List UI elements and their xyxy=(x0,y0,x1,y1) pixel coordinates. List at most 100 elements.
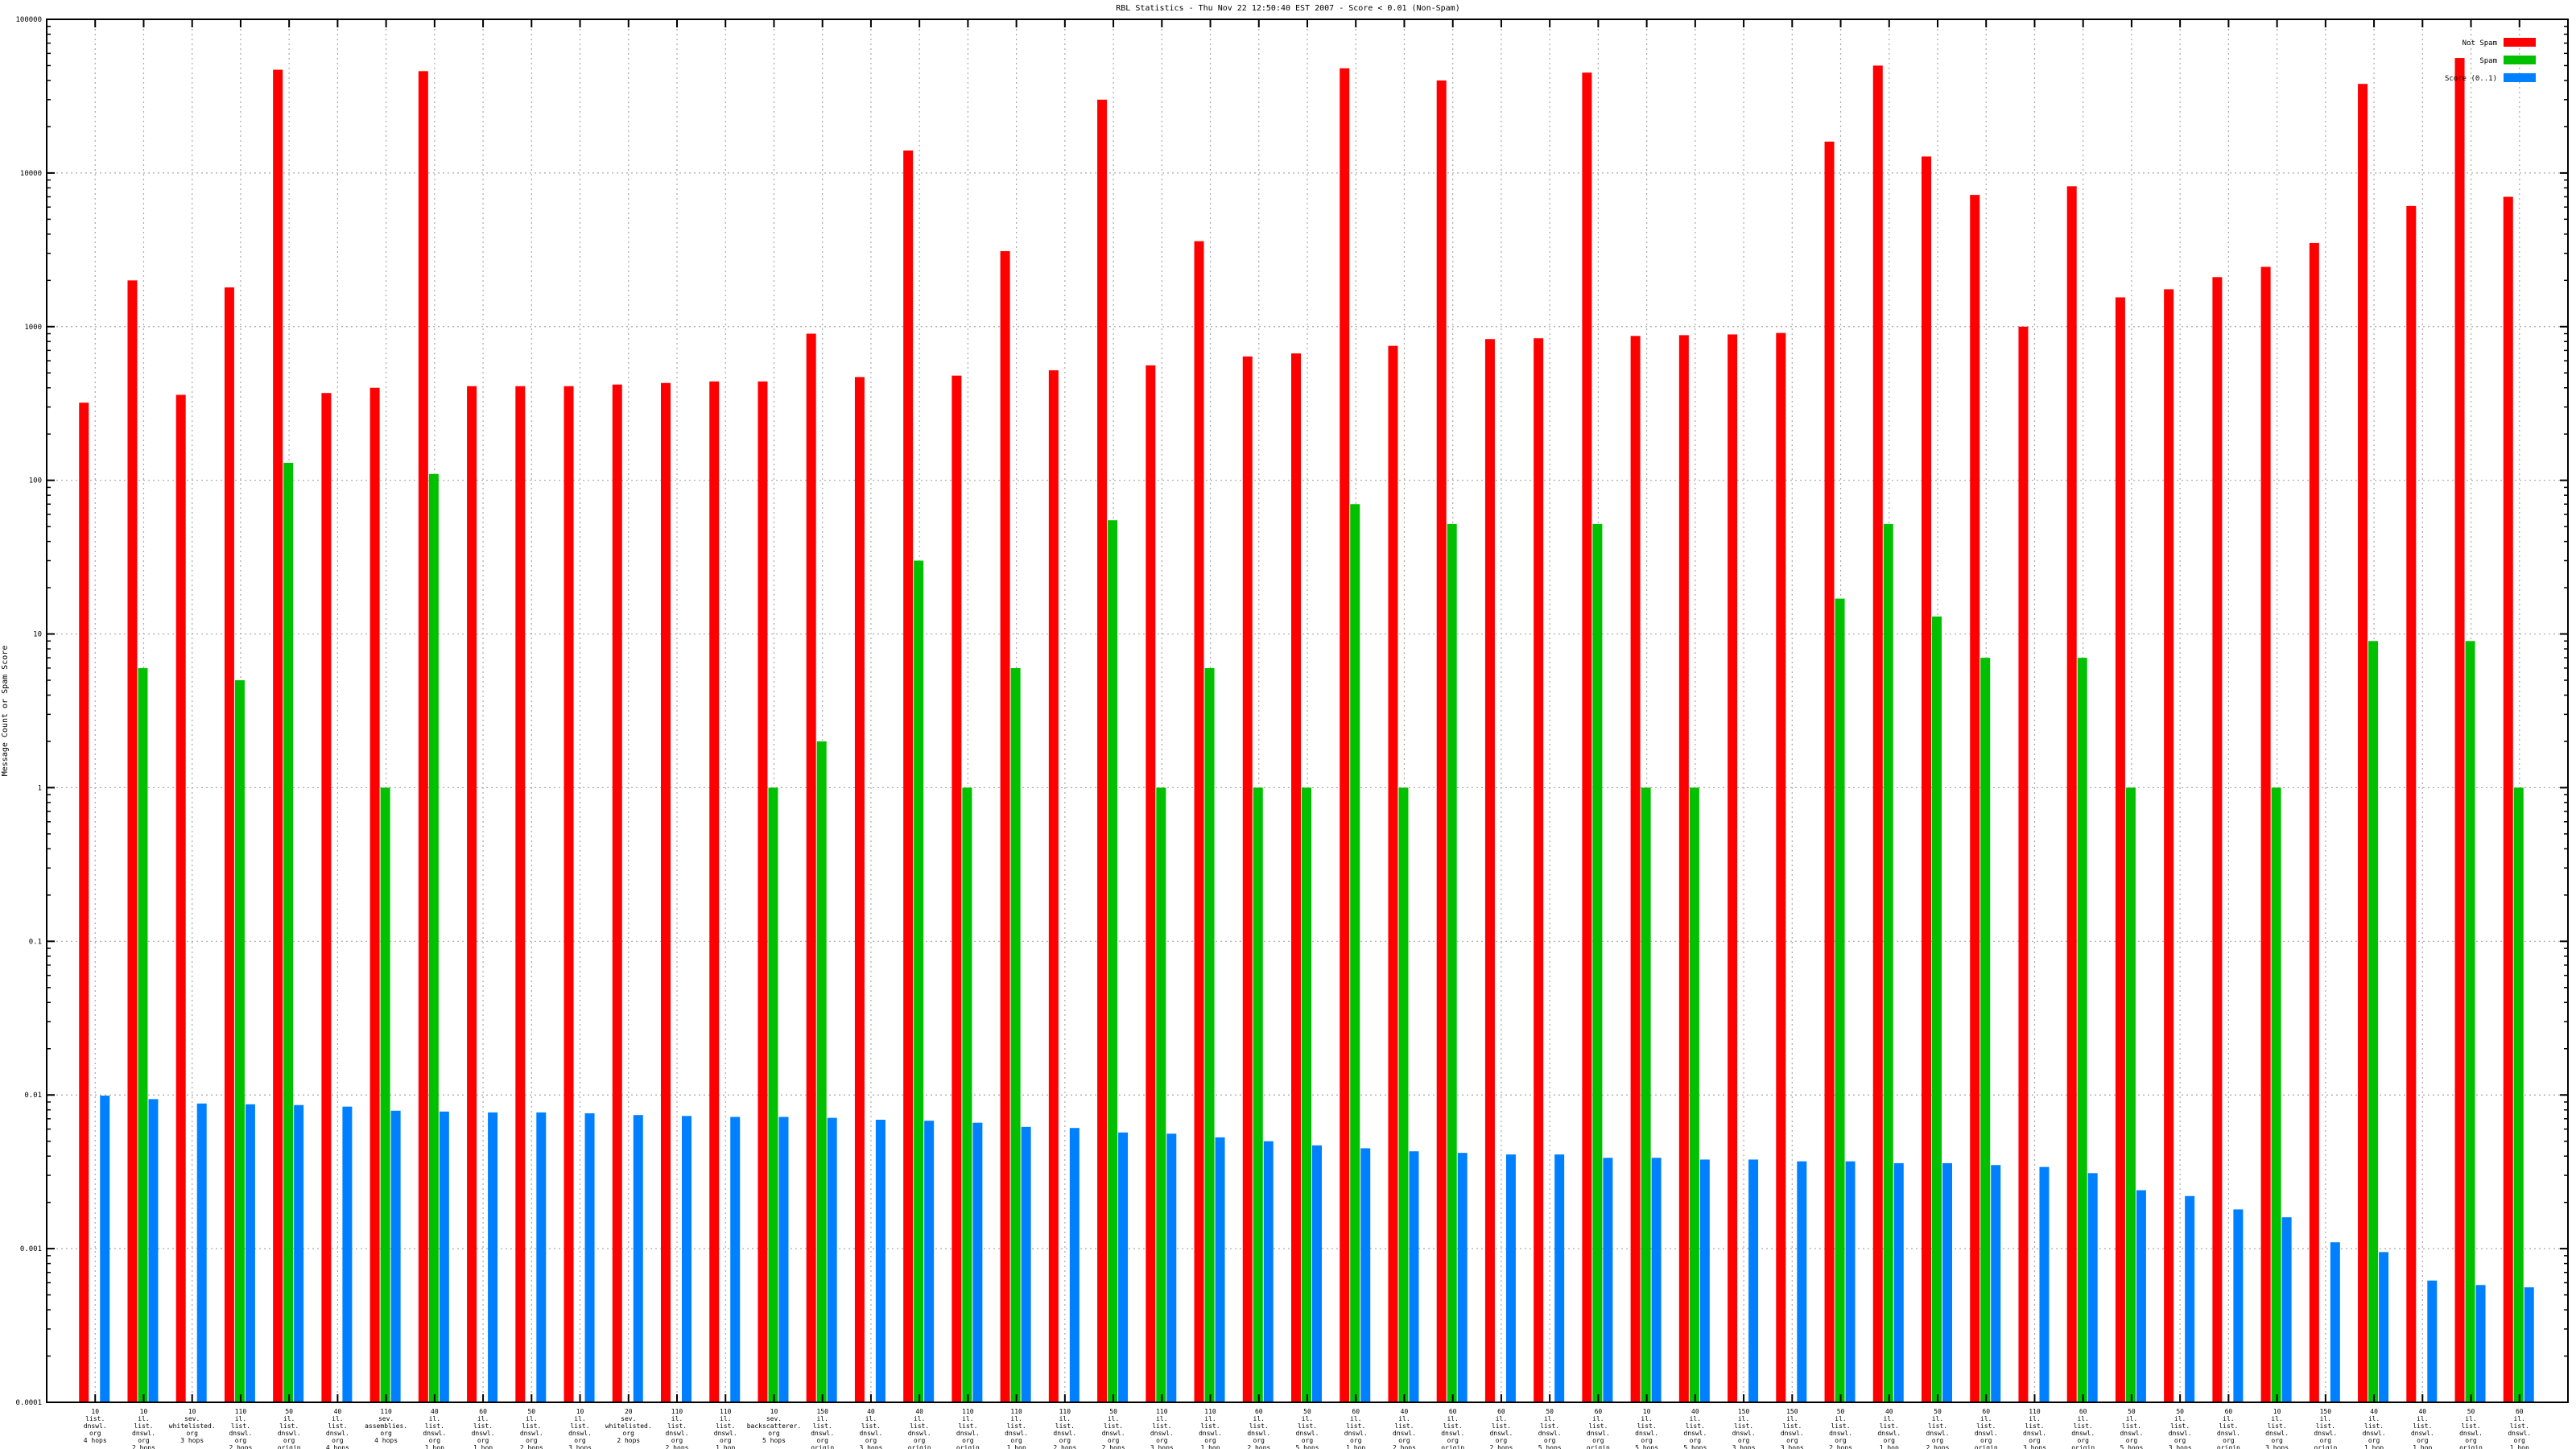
x-tick-label-line: il. xyxy=(1980,1415,1992,1422)
x-tick-label-line: dnswl. xyxy=(666,1430,689,1437)
x-tick-label-line: backscatterer. xyxy=(747,1422,801,1430)
x-tick-label-line: 50 xyxy=(1934,1408,1942,1415)
x-tick-label: 60 il. list. dnswl. org origin xyxy=(2071,1408,2095,1449)
bar-not-spam xyxy=(854,377,865,1403)
x-tick-label-line: 60 xyxy=(2516,1408,2524,1415)
x-tick-label-line: 1 hop xyxy=(2510,1444,2529,1449)
x-tick-label-line: list. xyxy=(1686,1422,1705,1430)
x-tick-label: 40 il. list. dnswl. org 1 hop xyxy=(1877,1408,1901,1449)
legend: Not Spam Spam Score (0..1) xyxy=(2445,38,2536,83)
bar-spam xyxy=(1350,504,1360,1402)
x-tick-label: 10 sev. whitelisted. org 3 hops xyxy=(169,1408,216,1444)
x-tick-label-line: 3 hops xyxy=(2169,1444,2192,1449)
x-tick-label-line: 60 xyxy=(1449,1408,1457,1415)
legend-swatch xyxy=(2504,73,2536,82)
x-tick-label-line: list. xyxy=(861,1422,881,1430)
x-tick-label-line: 110 xyxy=(1204,1408,1216,1415)
x-tick-label-line: dnswl. xyxy=(1877,1430,1901,1437)
bar-not-spam xyxy=(515,386,526,1403)
x-tick-label-line: 3 hops xyxy=(1781,1444,1804,1449)
bar-score-0-1 xyxy=(2233,1209,2244,1402)
x-tick-label-line: list. xyxy=(1443,1422,1463,1430)
x-tick-label: 50 il. list. dnswl. org 5 hops xyxy=(1538,1408,1562,1449)
bar-score-0-1 xyxy=(1021,1126,1031,1402)
x-tick-label-line: origin xyxy=(908,1444,931,1449)
x-tick-label: 110 il. list. dnswl. org origin xyxy=(956,1408,980,1449)
x-tick-label-line: il. xyxy=(1786,1415,1798,1422)
x-tick-label: 10 sev. backscatterer. org 5 hops xyxy=(747,1408,801,1444)
x-tick-label-line: 1 hop xyxy=(1346,1444,1365,1449)
x-tick-label-line: 2 hops xyxy=(1489,1444,1513,1449)
x-tick-label-line: 60 xyxy=(1352,1408,1360,1415)
x-tick-label-line: org xyxy=(1544,1437,1556,1444)
bar-spam xyxy=(428,473,439,1402)
bar-not-spam xyxy=(2358,84,2368,1403)
x-tick-label-line: il. xyxy=(816,1415,828,1422)
x-tick-label-line: dnswl. xyxy=(859,1430,882,1437)
x-tick-label-line: il. xyxy=(1350,1415,1361,1422)
y-tick-label: 0.001 xyxy=(20,1245,42,1253)
bar-not-spam xyxy=(903,150,914,1403)
x-tick-label-line: dnswl. xyxy=(2508,1430,2531,1437)
x-tick-label-line: 1 hop xyxy=(425,1444,444,1449)
x-tick-label-line: list. xyxy=(570,1422,589,1430)
x-tick-label-line: org xyxy=(914,1437,926,1444)
x-tick-label: 60 il. list. dnswl. org 1 hop xyxy=(472,1408,495,1449)
x-tick-label-line: 50 xyxy=(1303,1408,1311,1415)
x-tick-label-line: 60 xyxy=(1982,1408,1990,1415)
x-tick-label: 110 il. list. dnswl. org 1 hop xyxy=(714,1408,737,1449)
bar-score-0-1 xyxy=(2379,1252,2389,1402)
x-tick-label-line: il. xyxy=(2029,1415,2040,1422)
x-tick-label-line: org xyxy=(2029,1437,2041,1444)
x-tick-label-line: sev. xyxy=(621,1415,636,1422)
x-tick-label: 40 il. list. dnswl. org 1 hop xyxy=(423,1408,446,1449)
x-tick-label-line: dnswl. xyxy=(1199,1430,1222,1437)
x-tick-label-line: 1 hop xyxy=(716,1444,735,1449)
x-tick-label-line: 1 hop xyxy=(473,1444,493,1449)
x-tick-label-line: org xyxy=(235,1437,247,1444)
bar-spam xyxy=(1253,787,1263,1402)
x-tick-label-line: 40 xyxy=(915,1408,923,1415)
x-tick-label-line: 2 hops xyxy=(617,1437,640,1444)
x-tick-label-line: org xyxy=(1350,1437,1362,1444)
bar-score-0-1 xyxy=(2087,1173,2098,1402)
x-tick-label-line: dnswl. xyxy=(1296,1430,1319,1437)
x-tick-label-line: dnswl. xyxy=(1683,1430,1707,1437)
x-tick-label-line: 40 xyxy=(334,1408,342,1415)
y-axis-ticks: 0.0001 0.001 0.01 0.1 1 10 100 1000 10000 100000 xyxy=(15,16,2568,1407)
x-tick-label: 50 il. list. dnswl. org 5 hops xyxy=(2120,1408,2143,1449)
x-tick-label-line: 10 xyxy=(2273,1408,2281,1415)
bar-not-spam xyxy=(1872,65,1883,1403)
bar-score-0-1 xyxy=(2185,1195,2195,1402)
x-tick-label: 10 il. list. dnswl. org 3 hops xyxy=(2265,1408,2289,1449)
x-tick-label-line: dnswl. xyxy=(1150,1430,1174,1437)
x-tick-label-line: list. xyxy=(1880,1422,1899,1430)
x-tick-label-line: dnswl. xyxy=(2169,1430,2192,1437)
bar-score-0-1 xyxy=(1312,1145,1322,1402)
x-tick-label-line: org xyxy=(1302,1437,1314,1444)
x-tick-label-line: 50 xyxy=(527,1408,535,1415)
bar-spam xyxy=(1010,667,1021,1402)
x-tick-label-line: 5 hops xyxy=(1538,1444,1562,1449)
bar-spam xyxy=(962,787,972,1402)
x-tick-label-line: 20 xyxy=(625,1408,633,1415)
x-tick-label-line: dnswl. xyxy=(908,1430,931,1437)
x-tick-label-line: dnswl. xyxy=(1489,1430,1513,1437)
x-tick-label-line: 3 hops xyxy=(2265,1444,2289,1449)
x-tick-label-line: 2 hops xyxy=(520,1444,543,1449)
x-tick-label-line: il. xyxy=(574,1415,585,1422)
x-tick-label-line: org xyxy=(477,1437,489,1444)
bar-score-0-1 xyxy=(1166,1133,1177,1402)
x-tick-label-line: org xyxy=(186,1430,198,1437)
x-tick-label-line: dnswl. xyxy=(1053,1430,1076,1437)
x-tick-label-line: 150 xyxy=(1786,1408,1798,1415)
x-tick-label: 150 il. list. dnswl. org 3 hops xyxy=(1732,1408,1756,1449)
bar-spam xyxy=(1447,523,1457,1403)
x-tick-label-line: whitelisted. xyxy=(169,1422,216,1430)
x-tick-label-line: list. xyxy=(522,1422,541,1430)
x-tick-label-line: 10 xyxy=(770,1408,778,1415)
bar-not-spam xyxy=(2066,186,2077,1403)
bar-score-0-1 xyxy=(682,1116,691,1402)
x-tick-label-line: list. xyxy=(473,1422,493,1430)
